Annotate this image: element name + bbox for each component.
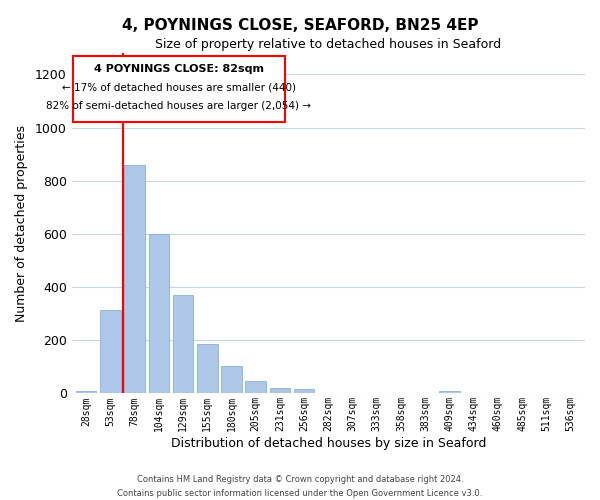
Text: Contains HM Land Registry data © Crown copyright and database right 2024.
Contai: Contains HM Land Registry data © Crown c… [118, 476, 482, 498]
Bar [221, 366, 242, 394]
Bar [76, 391, 97, 394]
Bar [439, 391, 460, 394]
Bar [173, 295, 193, 394]
Bar [124, 164, 145, 394]
Title: Size of property relative to detached houses in Seaford: Size of property relative to detached ho… [155, 38, 502, 51]
Text: 82% of semi-detached houses are larger (2,054) →: 82% of semi-detached houses are larger (… [46, 100, 311, 110]
FancyBboxPatch shape [73, 56, 285, 122]
Text: 4, POYNINGS CLOSE, SEAFORD, BN25 4EP: 4, POYNINGS CLOSE, SEAFORD, BN25 4EP [122, 18, 478, 32]
Bar [294, 388, 314, 394]
Bar [197, 344, 218, 394]
Y-axis label: Number of detached properties: Number of detached properties [15, 124, 28, 322]
X-axis label: Distribution of detached houses by size in Seaford: Distribution of detached houses by size … [170, 437, 486, 450]
Bar [149, 234, 169, 394]
Bar [100, 310, 121, 394]
Bar [269, 388, 290, 394]
Text: ← 17% of detached houses are smaller (440): ← 17% of detached houses are smaller (44… [62, 82, 296, 92]
Text: 4 POYNINGS CLOSE: 82sqm: 4 POYNINGS CLOSE: 82sqm [94, 64, 264, 74]
Bar [245, 382, 266, 394]
